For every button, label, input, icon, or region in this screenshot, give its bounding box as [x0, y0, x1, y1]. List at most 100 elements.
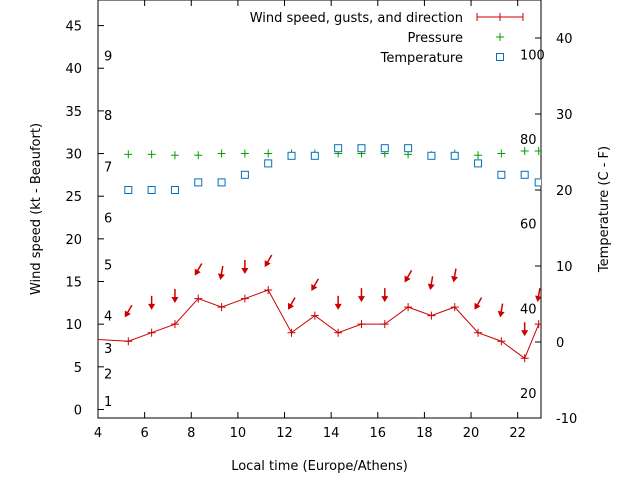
fahrenheit-label: 100: [520, 49, 545, 64]
wind-direction-arrow: [404, 269, 413, 283]
wind-direction-arrow: [241, 260, 249, 275]
wind-speed-point: [534, 320, 541, 329]
temperature-point: [310, 151, 319, 160]
wind-direction-arrow: [427, 276, 435, 291]
y-left-axis-label: Wind speed (kt - Beaufort): [29, 123, 44, 295]
legend-label: Wind speed, gusts, and direction: [250, 11, 463, 26]
wind-speed-point: [147, 328, 156, 337]
wind-arrow-head: [194, 268, 201, 276]
data-layer: [98, 144, 541, 363]
wind-arrow-head: [217, 273, 225, 280]
wind-arrow-head: [334, 303, 342, 310]
wind-direction-arrow: [535, 288, 541, 303]
y-left-tick-label: 40: [65, 62, 82, 77]
fahrenheit-label: 20: [520, 387, 537, 402]
wind-arrow-head: [264, 260, 271, 268]
temperature-point: [520, 170, 529, 179]
x-tick-label: 22: [509, 426, 526, 441]
temperature-point: [217, 178, 226, 187]
wind-speed-point: [450, 303, 459, 312]
wind-direction-arrow: [311, 278, 319, 291]
temperature-point: [474, 159, 483, 168]
temperature-point: [534, 178, 541, 187]
temperature-point: [287, 151, 296, 160]
pressure-point: [474, 151, 483, 160]
pressure-point: [124, 150, 133, 159]
temperature-point: [450, 151, 459, 160]
beaufort-label: 8: [104, 109, 112, 124]
temperature-point: [170, 186, 179, 194]
legend-wind-marker: [476, 13, 524, 21]
wind-speed-point: [520, 354, 529, 363]
wind-speed-point: [170, 320, 179, 329]
x-tick-label: 16: [370, 426, 387, 441]
y-right-tick-label: 30: [556, 108, 573, 123]
wind-direction-arrow: [287, 297, 296, 310]
plot-frame: [97, 0, 542, 419]
temperature-point: [334, 144, 343, 153]
wind-direction-arrow: [217, 265, 225, 280]
temperature-point: [240, 170, 249, 179]
y-left-tick-label: 35: [65, 105, 82, 120]
wind-arrow-head: [381, 296, 389, 303]
wind-speed-point: [380, 320, 389, 329]
pressure-point: [534, 146, 541, 155]
beaufort-label: 7: [104, 160, 112, 175]
beaufort-label: 1: [104, 395, 112, 410]
fahrenheit-label: 80: [520, 133, 537, 148]
beaufort-label: 5: [104, 258, 112, 273]
beaufort-label: 9: [104, 49, 112, 64]
y-left-tick-label: 15: [65, 276, 82, 291]
wind-arrow-head: [474, 302, 481, 310]
x-tick-label: 14: [323, 426, 340, 441]
x-tick-label: 20: [463, 426, 480, 441]
wind-speed-point: [287, 328, 296, 337]
legend-label: Pressure: [407, 31, 463, 46]
wind-speed-point: [217, 303, 226, 312]
wind-speed-point: [124, 337, 133, 346]
y-right-tick-label: 20: [556, 184, 573, 199]
fahrenheit-label: 40: [520, 303, 537, 318]
temperature-point: [497, 170, 506, 179]
wind-speed-point: [404, 303, 413, 312]
y-right-tick-label: 10: [556, 260, 573, 275]
wind-arrow-head: [427, 283, 435, 291]
legend-temperature-marker: [496, 53, 504, 61]
wind-speed-point: [310, 311, 319, 320]
temperature-point: [380, 144, 389, 153]
fahrenheit-label: 60: [520, 217, 537, 232]
wind-direction-arrow: [171, 289, 179, 304]
wind-arrow-head: [148, 303, 156, 310]
pressure-point: [147, 150, 156, 159]
y-left-tick-label: 0: [74, 403, 82, 418]
x-tick-label: 8: [187, 426, 195, 441]
pressure-point: [240, 149, 249, 158]
beaufort-label: 6: [104, 212, 112, 227]
wind-speed-point: [497, 337, 506, 346]
wind-arrow-head: [124, 310, 131, 318]
wind-direction-arrow: [148, 295, 156, 310]
wind-speed-point: [357, 320, 366, 329]
x-tick-label: 6: [140, 426, 148, 441]
temperature-point: [264, 159, 273, 168]
temperature-point: [194, 178, 203, 187]
pressure-point: [170, 151, 179, 160]
y-right-tick-label: -10: [556, 412, 577, 427]
y-right-tick-label: 40: [556, 32, 573, 47]
wind-direction-arrow: [474, 297, 483, 310]
wind-speed-point: [427, 311, 436, 320]
wind-arrow-head: [535, 295, 541, 303]
beaufort-label: 3: [104, 342, 112, 357]
legend: Wind speed, gusts, and direction Pressure…: [250, 11, 524, 66]
temperature-point: [357, 144, 366, 153]
y-left-tick-label: 45: [65, 20, 82, 35]
wind-speed-point: [194, 294, 203, 303]
wind-direction-arrow: [334, 295, 342, 310]
wind-direction-arrow: [357, 288, 365, 303]
wind-speed-point: [474, 328, 483, 337]
wind-speed-line: [98, 289, 540, 360]
wind-direction-arrow: [264, 254, 273, 268]
x-axis-label: Local time (Europe/Athens): [231, 459, 408, 474]
